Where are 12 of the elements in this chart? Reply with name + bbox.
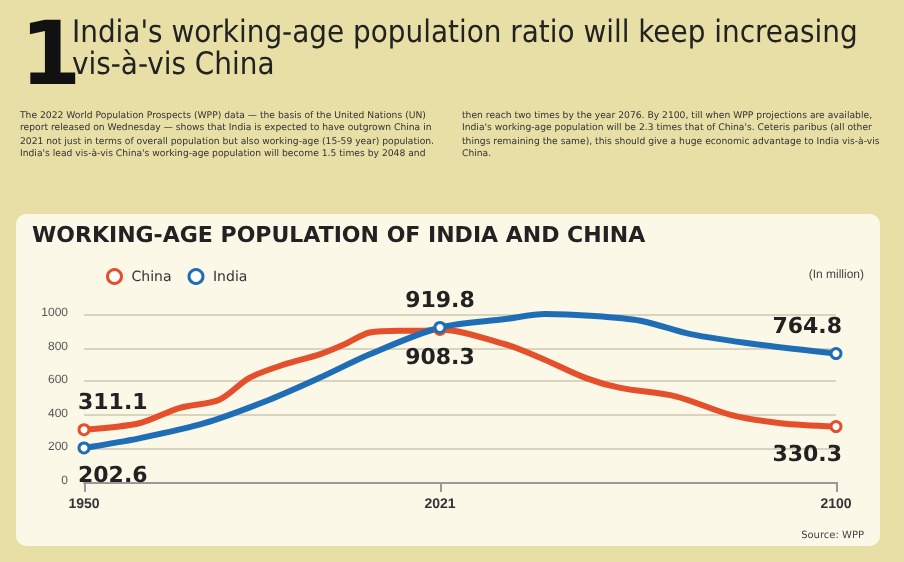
chart-subtitle: WORKING-AGE POPULATION OF INDIA AND CHINA [32,222,646,248]
data-label: 908.3 [405,343,475,370]
chart-title: India's working-age population ratio will keep increasing vis-à-vis China [72,14,860,82]
point [829,420,843,434]
point [829,347,843,361]
data-label: 330.3 [772,441,842,468]
data-label: 202.6 [78,462,149,489]
point [77,441,91,455]
data-label: 919.8 [405,286,475,313]
data-label: 764.8 [772,313,842,340]
data-label: 311.1 [78,389,148,416]
point [77,423,91,437]
